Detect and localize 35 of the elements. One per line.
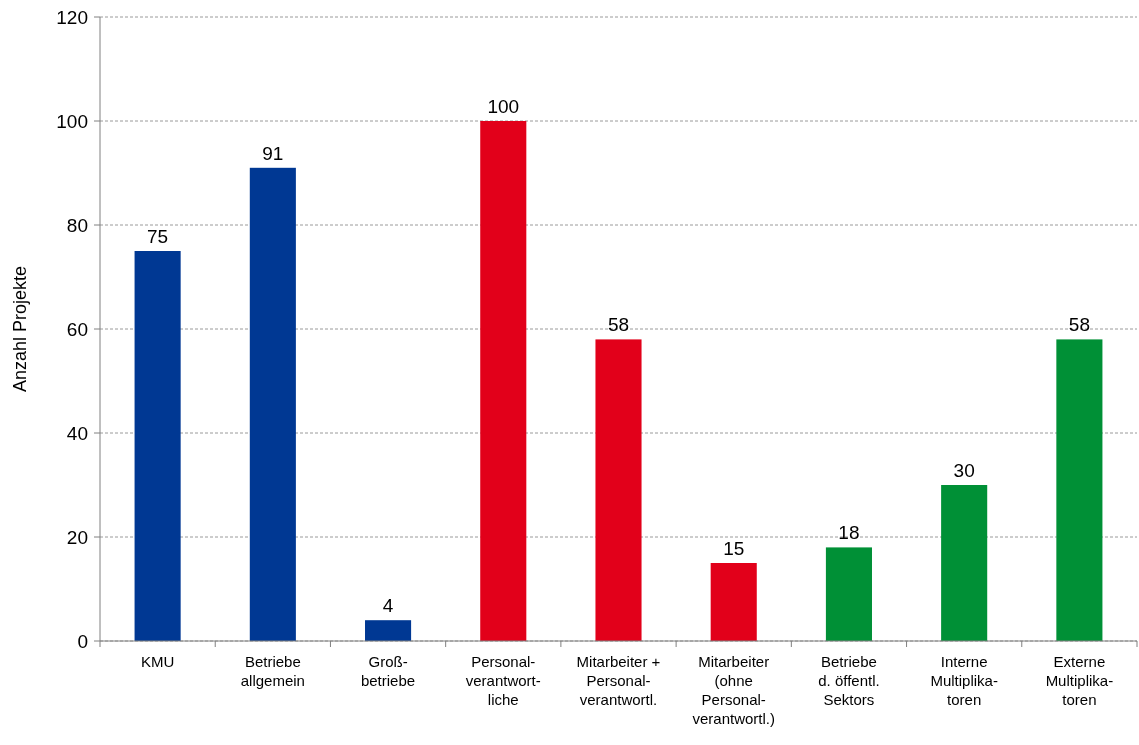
x-tick-label: Betriebe allgemein bbox=[240, 653, 305, 689]
data-label: 15 bbox=[723, 538, 745, 559]
bar bbox=[941, 485, 988, 641]
y-tick-label: 0 bbox=[77, 630, 88, 652]
bar bbox=[595, 339, 642, 641]
y-tick-label: 40 bbox=[66, 422, 88, 444]
data-label: 18 bbox=[838, 522, 860, 544]
bar bbox=[134, 251, 181, 641]
x-tick-label: Mitarbeiter (ohne Personal- verantwortl.) bbox=[692, 653, 775, 727]
data-label: 75 bbox=[147, 226, 169, 247]
x-tick-label: Personal- verantwort- liche bbox=[465, 653, 541, 708]
x-tick-label: Interne Multiplika- toren bbox=[930, 653, 998, 708]
data-label: 58 bbox=[607, 314, 630, 336]
x-tick-label: Externe Multiplika- toren bbox=[1045, 653, 1114, 708]
data-label: 100 bbox=[487, 96, 520, 117]
bar bbox=[710, 563, 757, 641]
y-tick-label: 100 bbox=[56, 110, 88, 132]
data-label: 58 bbox=[1068, 314, 1090, 336]
data-label: 4 bbox=[382, 595, 394, 617]
x-tick-label: KMU bbox=[140, 653, 175, 670]
y-tick-label: 60 bbox=[66, 318, 88, 340]
y-tick-label: 120 bbox=[56, 6, 88, 28]
x-tick-label: Groß- betriebe bbox=[360, 653, 416, 689]
x-tick-label: Mitarbeiter + Personal- verantwortl. bbox=[576, 653, 661, 708]
x-tick-label: Betriebe d. öffentl. Sektors bbox=[818, 653, 880, 708]
data-label: 30 bbox=[953, 460, 975, 481]
y-tick-label: 80 bbox=[66, 214, 88, 236]
data-label: 91 bbox=[262, 142, 284, 164]
y-tick-label: 20 bbox=[66, 526, 88, 548]
bar bbox=[480, 121, 527, 641]
bar bbox=[825, 547, 872, 641]
bar bbox=[365, 620, 412, 641]
y-axis-title: Anzahl Projekte bbox=[10, 265, 30, 393]
bar bbox=[249, 167, 296, 641]
bar bbox=[1056, 339, 1103, 641]
